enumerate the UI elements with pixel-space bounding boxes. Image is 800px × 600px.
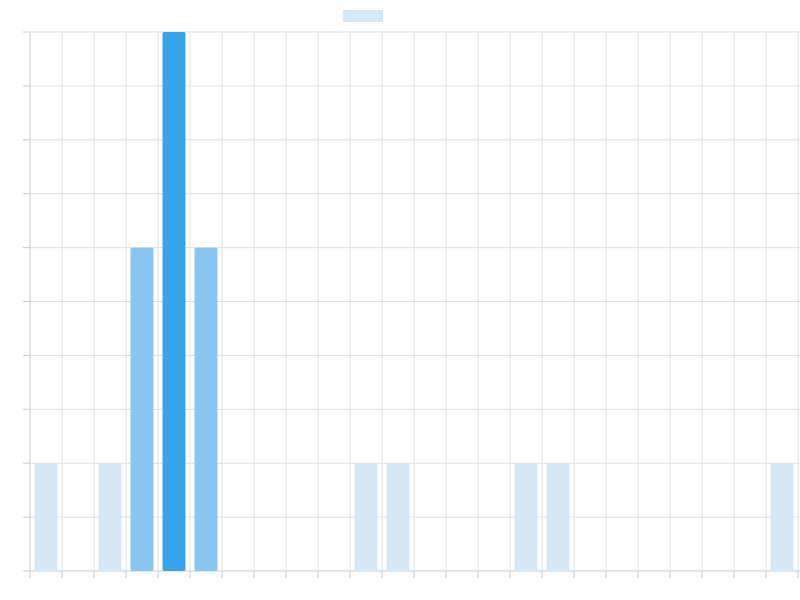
bar-17[interactable] — [546, 463, 570, 571]
bar-3[interactable] — [98, 463, 122, 571]
grid — [23, 31, 800, 578]
legend-swatch[interactable] — [343, 10, 383, 22]
bar-16[interactable] — [514, 463, 538, 571]
bar-5[interactable] — [162, 32, 186, 571]
bars — [34, 32, 794, 571]
bar-1[interactable] — [34, 463, 58, 571]
bar-4[interactable] — [130, 247, 154, 571]
bar-11[interactable] — [354, 463, 378, 571]
bar-6[interactable] — [194, 247, 218, 571]
bar-24[interactable] — [770, 463, 794, 571]
bar-12[interactable] — [386, 463, 410, 571]
legend[interactable] — [343, 10, 383, 22]
